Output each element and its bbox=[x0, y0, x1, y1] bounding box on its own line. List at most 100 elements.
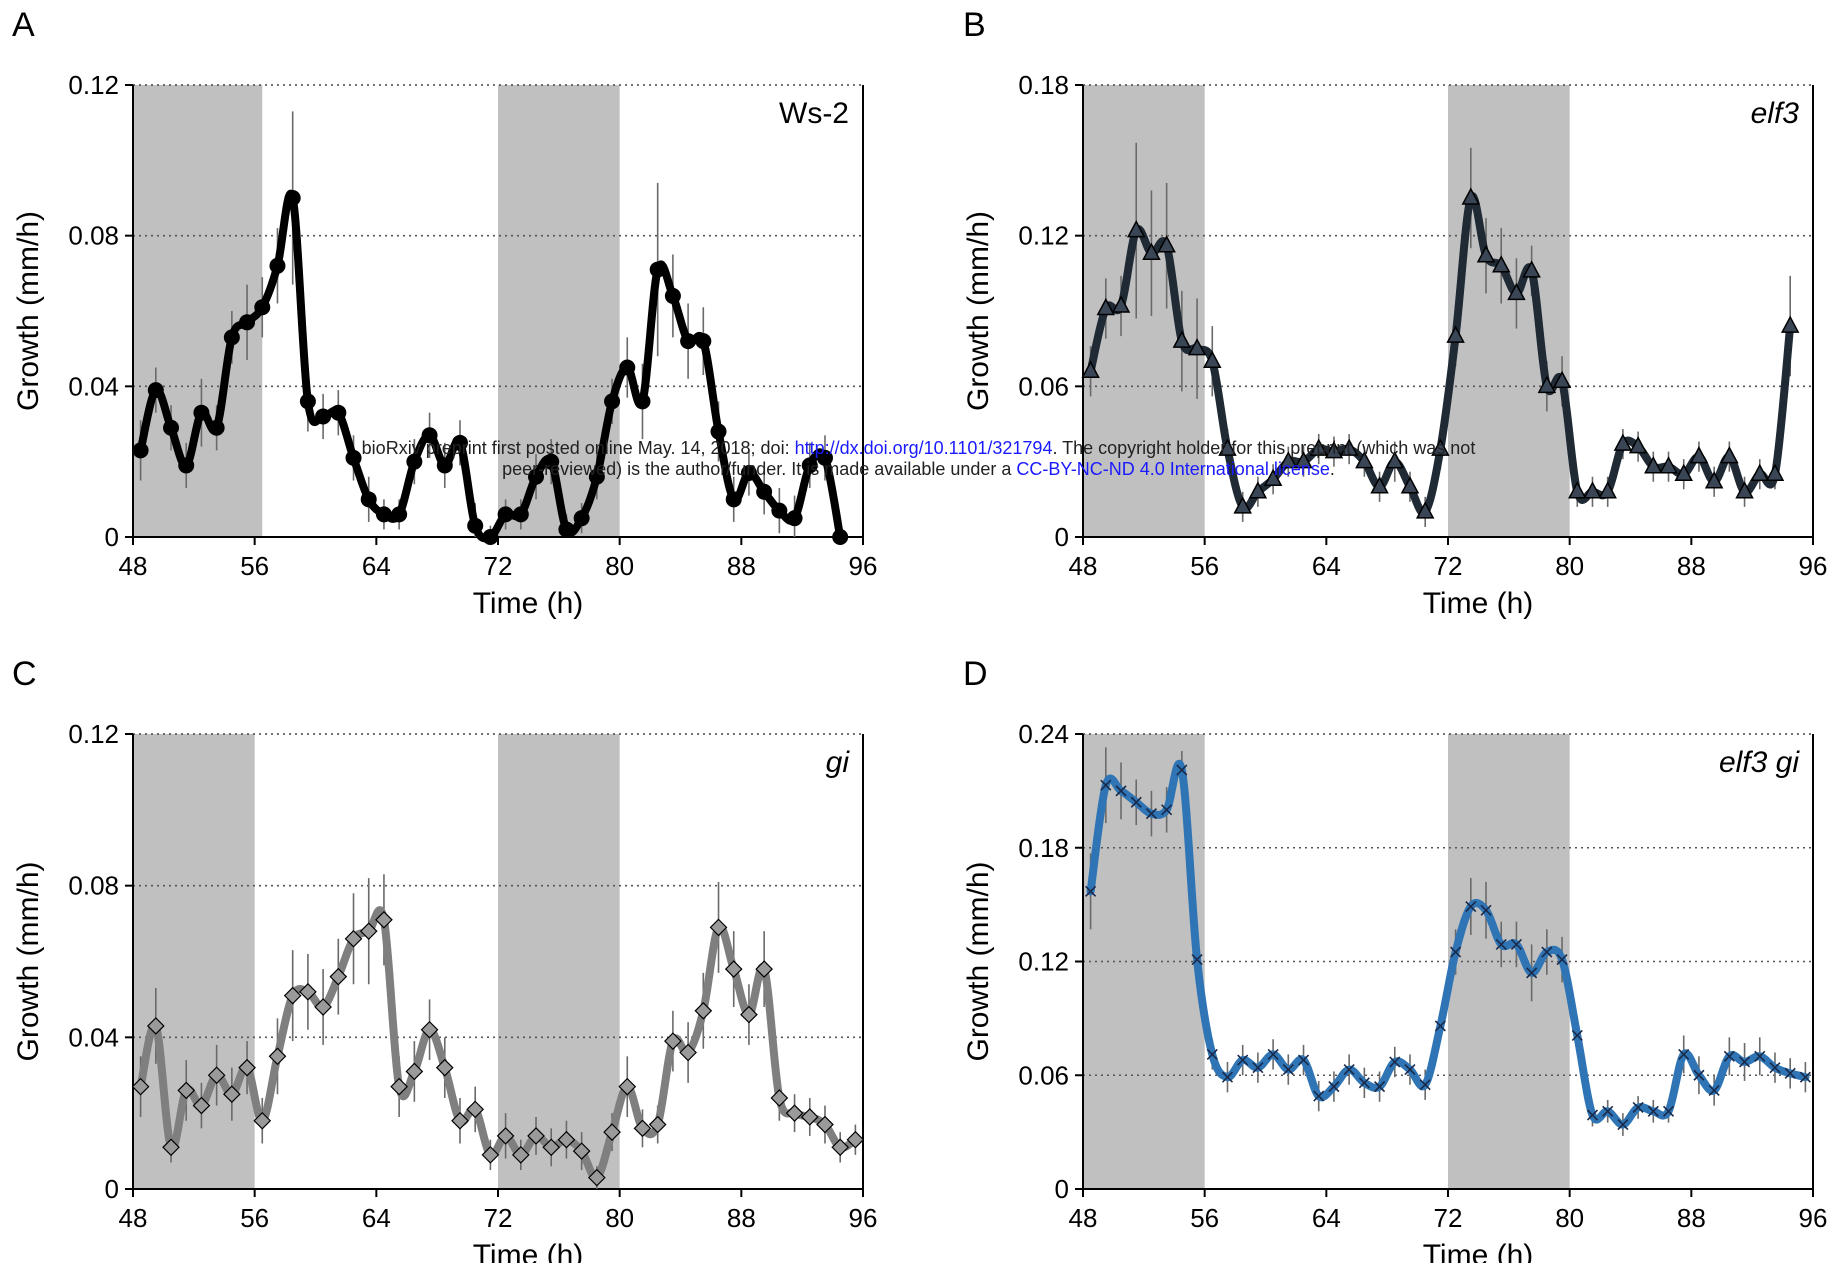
license-link[interactable]: CC-BY-NC-ND 4.0 International license bbox=[1016, 459, 1330, 479]
data-point bbox=[1267, 1048, 1279, 1060]
panel-letter: A bbox=[12, 6, 35, 44]
data-point bbox=[1632, 1101, 1644, 1114]
y-tick-label: 0 bbox=[1055, 1174, 1069, 1204]
x-tick-label: 88 bbox=[727, 1203, 756, 1233]
data-point bbox=[1206, 1048, 1218, 1060]
chart-panel-a: A 0 0.04 0.08 0.12 48 56 64 72 80 88 96 Time (h) Grow… bbox=[12, 6, 877, 620]
x-tick-label: 64 bbox=[1312, 1203, 1341, 1233]
data-point bbox=[178, 457, 195, 474]
data-point bbox=[1799, 1071, 1811, 1083]
x-tick-label: 80 bbox=[1555, 551, 1584, 581]
watermark-middle: . The copyright holder for this preprint… bbox=[1052, 438, 1476, 458]
data-point bbox=[680, 333, 697, 350]
data-point bbox=[1465, 900, 1477, 913]
x-tick-label: 88 bbox=[1677, 1203, 1706, 1233]
preprint-watermark-line1: bioRxiv preprint first posted online May… bbox=[0, 438, 1837, 459]
panel-letter: B bbox=[963, 6, 986, 44]
data-point bbox=[664, 287, 681, 304]
data-point bbox=[1096, 297, 1116, 316]
data-point bbox=[1237, 1054, 1249, 1066]
data-point bbox=[1450, 946, 1462, 958]
watermark-line2: peer-reviewed) is the author/funder. It … bbox=[502, 459, 1017, 479]
x-axis-label: Time (h) bbox=[473, 1239, 584, 1263]
x-tick-label: 96 bbox=[1799, 551, 1828, 581]
y-tick-label: 0 bbox=[105, 1174, 119, 1204]
watermark-prefix: bioRxiv preprint first posted online May… bbox=[361, 438, 795, 458]
x-tick-label: 56 bbox=[240, 551, 269, 581]
data-point bbox=[1431, 438, 1450, 456]
x-tick-label: 48 bbox=[1069, 551, 1098, 581]
data-point bbox=[207, 1066, 226, 1085]
doi-link[interactable]: http://dx.doi.org/10.1101/321794 bbox=[794, 438, 1053, 458]
data-point bbox=[1294, 451, 1313, 469]
data-point bbox=[619, 359, 636, 376]
data-point bbox=[588, 468, 605, 485]
x-tick-label: 80 bbox=[1555, 1203, 1584, 1233]
data-point bbox=[162, 1138, 180, 1157]
data-point bbox=[481, 1146, 500, 1164]
data-point bbox=[406, 453, 423, 470]
panel-letter: C bbox=[12, 655, 37, 693]
y-tick-label: 0.12 bbox=[1018, 947, 1069, 977]
data-point bbox=[1784, 1067, 1796, 1079]
data-point bbox=[467, 517, 484, 534]
data-point bbox=[163, 419, 180, 436]
data-point bbox=[528, 468, 545, 485]
data-point bbox=[1598, 481, 1617, 499]
data-point bbox=[1415, 501, 1435, 519]
data-point bbox=[1765, 463, 1785, 481]
y-tick-label: 0.12 bbox=[68, 70, 119, 100]
x-tick-label: 88 bbox=[1677, 551, 1706, 581]
data-point bbox=[1400, 476, 1420, 494]
data-point bbox=[648, 1115, 667, 1134]
genotype-label: elf3 gi bbox=[1719, 746, 1800, 779]
data-point bbox=[344, 929, 363, 948]
data-point bbox=[527, 1127, 545, 1145]
y-tick-label: 0.04 bbox=[68, 1022, 119, 1052]
data-point bbox=[375, 506, 392, 523]
data-point bbox=[1328, 1081, 1340, 1093]
data-point bbox=[1617, 1118, 1629, 1131]
data-point bbox=[1343, 1063, 1355, 1076]
x-tick-label: 80 bbox=[605, 551, 634, 581]
data-point bbox=[771, 502, 788, 519]
night-shading bbox=[1448, 85, 1570, 537]
data-point bbox=[1556, 954, 1568, 966]
data-point bbox=[1522, 260, 1541, 278]
data-point bbox=[1115, 785, 1127, 797]
data-point bbox=[1586, 1109, 1599, 1121]
data-point bbox=[1355, 451, 1374, 469]
data-point bbox=[223, 329, 240, 346]
y-tick-label: 0.12 bbox=[1018, 221, 1069, 251]
data-point bbox=[405, 1062, 424, 1081]
data-point bbox=[1674, 463, 1693, 481]
data-point bbox=[1263, 468, 1283, 486]
data-point bbox=[1373, 1081, 1386, 1093]
data-point bbox=[1248, 481, 1268, 499]
x-axis-label: Time (h) bbox=[1423, 587, 1534, 620]
data-point bbox=[572, 1142, 591, 1160]
data-point bbox=[633, 1119, 652, 1138]
panel-letter: D bbox=[963, 655, 988, 693]
data-point bbox=[801, 457, 818, 474]
data-point bbox=[451, 434, 468, 451]
data-point bbox=[208, 419, 225, 436]
genotype-label: Ws-2 bbox=[779, 97, 849, 130]
x-tick-label: 72 bbox=[484, 1203, 513, 1233]
data-point bbox=[832, 529, 849, 545]
data-point bbox=[709, 918, 728, 937]
data-point bbox=[1647, 1105, 1659, 1117]
x-tick-label: 64 bbox=[362, 1203, 391, 1233]
data-point bbox=[435, 1058, 454, 1077]
data-point bbox=[1689, 446, 1709, 464]
data-point bbox=[588, 1168, 606, 1187]
data-point bbox=[1754, 1050, 1766, 1062]
data-point bbox=[330, 404, 347, 421]
y-tick-label: 0.24 bbox=[1018, 719, 1069, 749]
y-tick-label: 0.04 bbox=[68, 371, 119, 401]
x-tick-label: 80 bbox=[605, 1203, 634, 1233]
y-tick-label: 0.12 bbox=[68, 719, 119, 749]
x-tick-label: 72 bbox=[1434, 1203, 1463, 1233]
data-point bbox=[1568, 481, 1587, 499]
y-axis-label: Growth (mm/h) bbox=[12, 211, 45, 411]
